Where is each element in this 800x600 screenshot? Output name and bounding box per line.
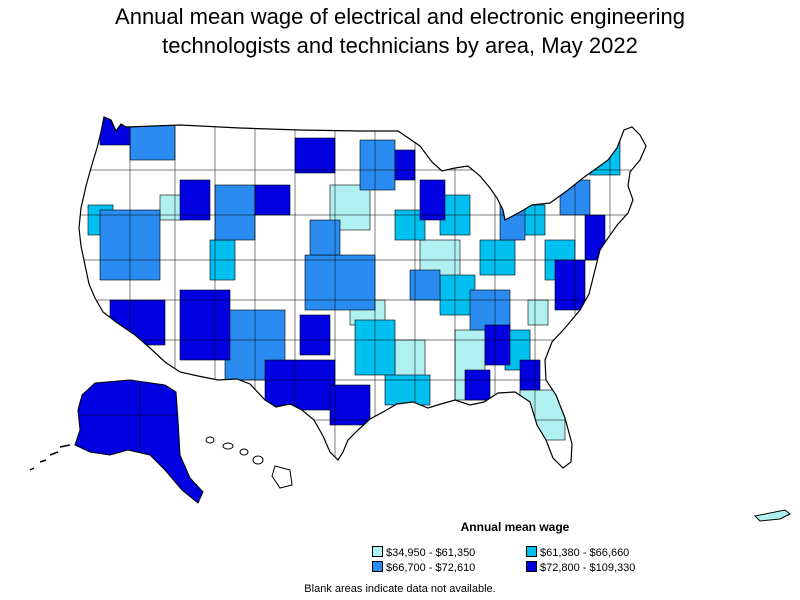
legend-item-1: $34,950 - $61,350 [372, 546, 475, 560]
map-title: Annual mean wage of electrical and elect… [0, 2, 800, 60]
legend-label-4: $72,800 - $109,330 [540, 562, 636, 574]
legend-swatch-1 [372, 546, 383, 557]
alaska-layer [29, 379, 204, 504]
legend-title: Annual mean wage [460, 520, 570, 534]
legend-item-3: $66,700 - $72,610 [372, 561, 475, 575]
map-title-line-2: technologists and technicians by area, M… [162, 33, 638, 58]
puerto-rico-layer [753, 509, 791, 522]
footnote: Blank areas indicate data not available. [304, 583, 496, 595]
legend-item-4: $72,800 - $109,330 [526, 561, 635, 575]
legend-label-3: $66,700 - $72,610 [386, 562, 476, 574]
legend-swatch-3 [372, 561, 383, 572]
legend-swatch-2 [526, 546, 537, 557]
map-title-line-1: Annual mean wage of electrical and elect… [115, 4, 685, 29]
legend-label-1: $34,950 - $61,350 [386, 547, 476, 559]
legend-label-2: $61,380 - $66,660 [540, 547, 630, 559]
contiguous-us-layer [78, 116, 647, 469]
legend-item-2: $61,380 - $66,660 [526, 546, 629, 560]
legend-swatch-4 [526, 561, 537, 572]
hawaii-layer [205, 436, 293, 489]
